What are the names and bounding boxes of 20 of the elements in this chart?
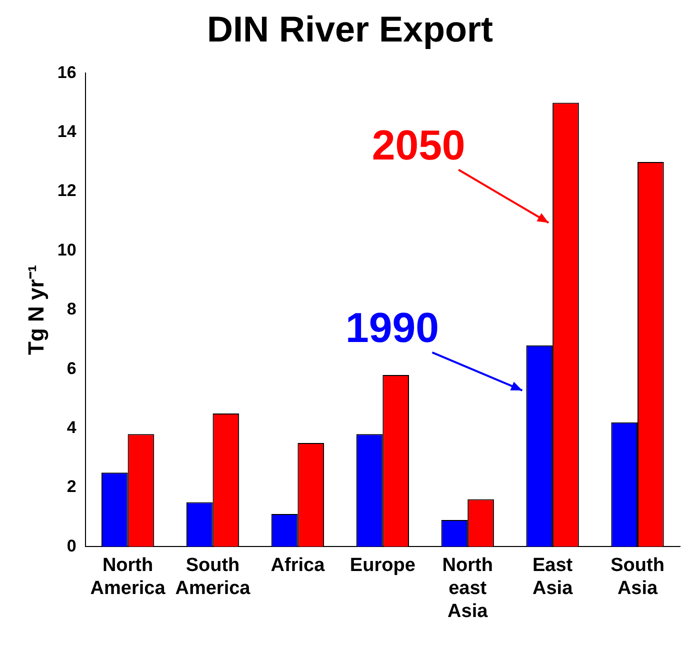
- y-axis-title: Tg N yr⁻¹: [23, 264, 48, 355]
- text: 1990: [346, 304, 439, 351]
- y-tick-label: 2: [66, 477, 76, 496]
- y-tick-label: 16: [57, 62, 76, 82]
- y-tick-label: 12: [57, 181, 76, 200]
- x-tick-label: East Asia: [532, 555, 574, 600]
- x-tick-label: Europe: [350, 555, 416, 576]
- y-tick-label: 6: [66, 358, 76, 378]
- y-tick-label: 4: [66, 418, 77, 437]
- y-tick-label: 0: [66, 536, 76, 556]
- x-tick-label: Africa: [270, 555, 326, 576]
- y-tick-label: 8: [66, 300, 76, 319]
- y-tick-label: 14: [57, 122, 77, 142]
- x-tick-label: South Asia: [610, 555, 664, 600]
- x-tick-label: South America: [175, 555, 251, 600]
- text: 2050: [372, 121, 466, 168]
- chart-title: DIN River Export: [206, 8, 494, 50]
- x-tick-label: North America: [90, 555, 166, 600]
- x-tick-label: North east Asia: [442, 555, 493, 622]
- y-tick-label: 10: [57, 240, 76, 260]
